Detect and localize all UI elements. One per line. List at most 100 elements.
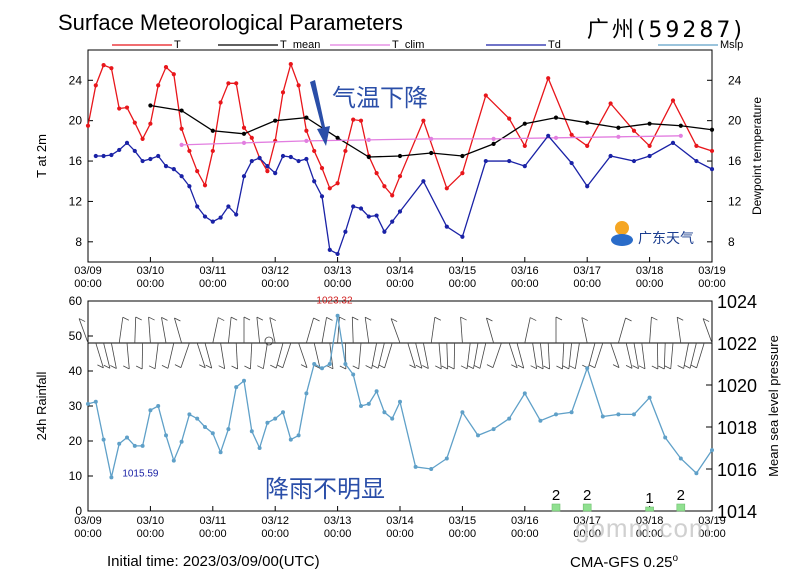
series-point-t-mean [335,135,340,140]
rain-bar-label: 2 [583,487,591,504]
wind-barb [118,317,124,344]
wind-barb [371,342,377,369]
series-point-td [124,140,130,145]
series-point-t [140,136,145,141]
wind-barb-feather [352,316,359,321]
wind-barb-feather [473,364,481,369]
series-point-mslp [304,391,309,396]
degree-mark: o [672,553,679,564]
wind-barb-feather [174,317,181,322]
top-x-tick-label: 03/17 [573,265,601,277]
series-point-t-mean [491,141,496,146]
series-point-t-mean [273,118,278,123]
bottom-x-tick-label: 03/15 [449,515,477,527]
bottom-x-tick-label: 03/16 [511,515,539,527]
wind-barb [250,342,253,369]
wind-barb-feather [300,364,308,368]
top-x-tick-label-time: 00:00 [636,278,664,290]
series-point-t [202,183,208,188]
wind-barb-feather [677,316,684,321]
legend-label-t: T [174,39,181,51]
model-label: CMA-GFS 0.25o [570,553,678,571]
series-point-t [218,100,223,105]
wind-barb [676,317,682,344]
series-point-td [117,147,122,153]
bottom-x-tick-label: 03/10 [137,515,165,527]
bottom-y2-tick-label: 1020 [717,376,757,396]
series-point-mslp [522,391,527,396]
wind-barb [196,342,206,368]
wind-barb-feather [205,364,212,369]
series-point-td [288,154,293,160]
series-line-t-mean [150,104,713,158]
top-x-tick-label: 03/11 [199,265,226,277]
series-point-mslp [249,429,254,434]
bottom-x-tick-label: 03/17 [573,515,601,527]
wind-barb [524,317,531,344]
bottom-y-tick-label: 10 [69,469,83,483]
wind-barb [618,317,626,344]
wind-barb-feather [276,364,283,369]
wind-barb-feather [581,317,588,321]
top-y-tick-label: 12 [69,194,83,208]
top-y2-tick-label: 16 [728,154,742,168]
wind-barb-feather [447,365,455,370]
wind-barb [390,318,401,344]
series-point-t [709,148,715,154]
bottom-x-tick-label-time: 00:00 [698,528,726,540]
top-x-tick-label-time: 00:00 [137,278,165,290]
series-point-mslp [171,458,176,463]
wind-barb [479,342,487,369]
wind-barb-feather [460,365,468,370]
series-point-td [202,214,208,219]
bottom-y-tick-label: 0 [75,504,82,518]
series-point-td [631,158,637,164]
series-point-td [670,140,676,145]
wind-barb [174,317,182,344]
wind-barb [78,318,89,344]
wind-barb [95,342,104,368]
rain-bar [551,503,561,512]
series-point-t [163,65,169,70]
series-point-t [109,66,114,71]
series-point-td [335,251,340,257]
top-y2-axis-label: Dewpoint temperature [750,97,764,215]
wind-barb [594,342,604,368]
series-point-mslp [382,410,387,415]
series-point-t [124,105,130,110]
series-point-t [351,117,356,122]
wind-barb [235,342,238,369]
series-point-t [374,171,379,176]
series-point-t [148,121,153,126]
bottom-y2-tick-label: 1018 [717,418,757,438]
legend-label-mslp: Mslp [720,39,743,51]
series-point-t [117,106,122,111]
top-x-tick-label-time: 00:00 [573,278,601,290]
bottom-x-tick-label-time: 00:00 [324,528,352,540]
series-point-mslp [101,437,106,442]
series-point-mslp [265,420,270,425]
series-point-mslp [187,412,192,417]
top-x-tick-label: 03/10 [137,265,165,277]
wind-barb-feather [486,364,494,368]
bottom-y-tick-label: 30 [69,399,83,413]
wind-barb [532,342,538,369]
sun-logo-icon [615,221,629,235]
series-point-mslp [109,475,114,480]
series-point-mslp [210,431,215,436]
series-point-td [608,153,613,159]
wind-barb [508,342,518,368]
wind-barb-feather [664,365,671,370]
series-point-t-mean [460,153,465,159]
wind-barb-feather [313,317,320,322]
chart-title: Surface Meteorological Parameters [58,10,403,35]
wind-barb [423,342,429,369]
legend-label-t-clim: T_clim [392,39,424,51]
series-point-td [241,174,247,179]
series-point-td [694,158,699,164]
wind-barb [641,342,646,369]
max-pressure-label: 1023.32 [316,296,353,307]
series-point-mslp [257,446,262,450]
wind-barb-feather [148,365,156,370]
wind-barb-feather [632,365,639,369]
